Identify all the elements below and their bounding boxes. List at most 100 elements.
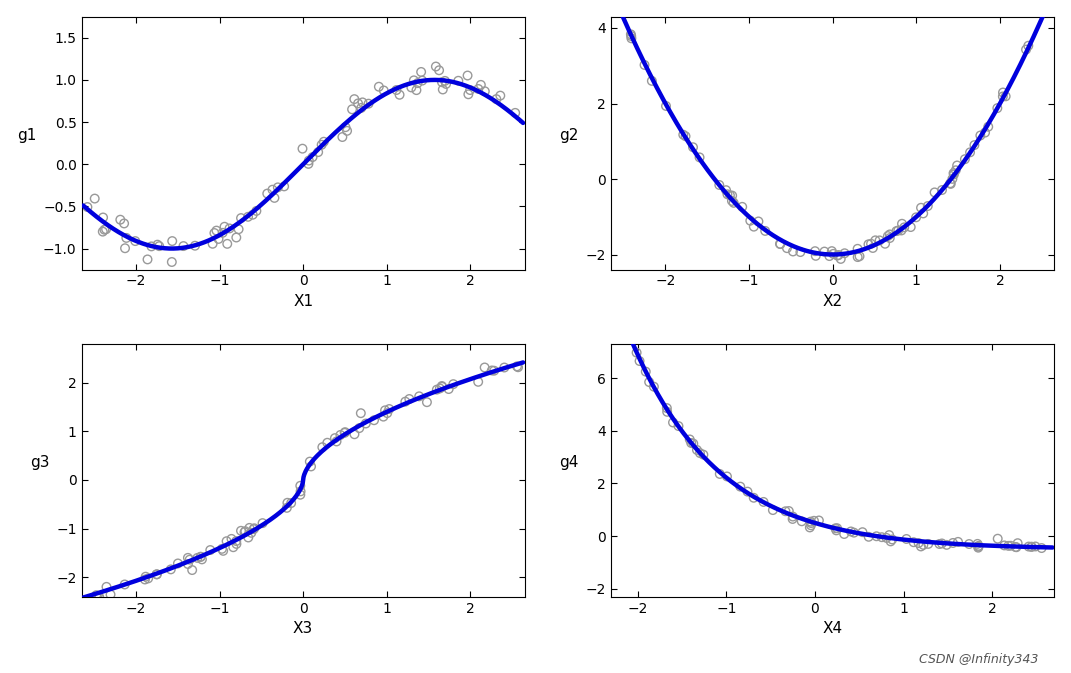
Point	[961, 538, 978, 549]
Point	[412, 67, 429, 77]
Point	[994, 91, 1011, 102]
Point	[314, 441, 331, 452]
Point	[225, 542, 242, 553]
Point	[117, 243, 134, 254]
Point	[619, 322, 636, 332]
Point	[938, 540, 955, 551]
Point	[941, 178, 959, 188]
Point	[409, 78, 426, 89]
Point	[742, 215, 759, 226]
Point	[711, 180, 728, 190]
Point	[944, 174, 961, 184]
Point	[436, 75, 453, 86]
Point	[920, 538, 937, 549]
Point	[725, 197, 742, 208]
Point	[380, 404, 397, 415]
Point	[350, 423, 367, 433]
Point	[254, 518, 271, 528]
Point	[989, 103, 1006, 114]
Point	[832, 254, 849, 264]
Point	[670, 421, 688, 431]
Point	[684, 142, 702, 153]
Point	[931, 538, 948, 549]
Point	[1020, 40, 1037, 51]
Point	[905, 537, 922, 548]
Point	[860, 532, 877, 542]
Point	[175, 241, 192, 252]
Point	[450, 75, 467, 86]
Point	[275, 181, 292, 192]
Point	[675, 129, 692, 140]
X-axis label: X1: X1	[293, 294, 313, 309]
Point	[194, 554, 211, 565]
Point	[349, 98, 366, 109]
Point	[784, 246, 801, 257]
Point	[269, 182, 286, 192]
Point	[835, 528, 853, 539]
Point	[949, 160, 966, 171]
Point	[236, 527, 253, 538]
Point	[830, 250, 847, 260]
Point	[868, 531, 885, 542]
Point	[352, 102, 369, 113]
Y-axis label: g1: g1	[17, 128, 36, 143]
Point	[620, 331, 637, 342]
Point	[824, 246, 841, 256]
Point	[410, 391, 427, 402]
Point	[302, 461, 319, 472]
Point	[811, 515, 828, 526]
Point	[1034, 542, 1051, 553]
Point	[216, 221, 233, 232]
Point	[893, 225, 910, 236]
Point	[118, 233, 135, 244]
Point	[283, 497, 300, 508]
Point	[864, 242, 881, 253]
Point	[724, 190, 741, 201]
Point	[391, 90, 408, 100]
Point	[201, 544, 218, 555]
Point	[304, 151, 321, 162]
Point	[784, 511, 801, 522]
Point	[459, 70, 477, 81]
Point	[432, 383, 449, 394]
Y-axis label: g3: g3	[30, 455, 49, 470]
Point	[164, 236, 181, 246]
Point	[139, 254, 156, 264]
Point	[836, 248, 854, 258]
Point	[962, 147, 979, 157]
Y-axis label: g2: g2	[559, 128, 578, 143]
Point	[646, 382, 663, 392]
Point	[881, 229, 899, 240]
Point	[328, 436, 345, 447]
Point	[866, 235, 884, 246]
Point	[791, 247, 809, 258]
Point	[731, 481, 749, 492]
Point	[266, 192, 283, 203]
Point	[186, 240, 203, 251]
Point	[291, 489, 308, 500]
Point	[623, 33, 640, 44]
Point	[755, 497, 772, 507]
Point	[805, 516, 823, 526]
Point	[802, 518, 819, 528]
Point	[438, 79, 455, 90]
Point	[734, 201, 751, 212]
Point	[636, 60, 653, 71]
Point	[97, 224, 115, 235]
Point	[180, 559, 197, 569]
Point	[711, 468, 728, 479]
Point	[1008, 542, 1025, 553]
Point	[794, 516, 811, 527]
Point	[332, 429, 349, 440]
Point	[346, 429, 363, 439]
Point	[179, 553, 196, 563]
Point	[427, 61, 444, 72]
Point	[344, 104, 361, 114]
Point	[829, 250, 846, 261]
Point	[631, 355, 648, 366]
Point	[862, 238, 879, 249]
Point	[878, 532, 895, 543]
Point	[403, 82, 420, 93]
Point	[1009, 538, 1026, 548]
Point	[434, 382, 451, 392]
